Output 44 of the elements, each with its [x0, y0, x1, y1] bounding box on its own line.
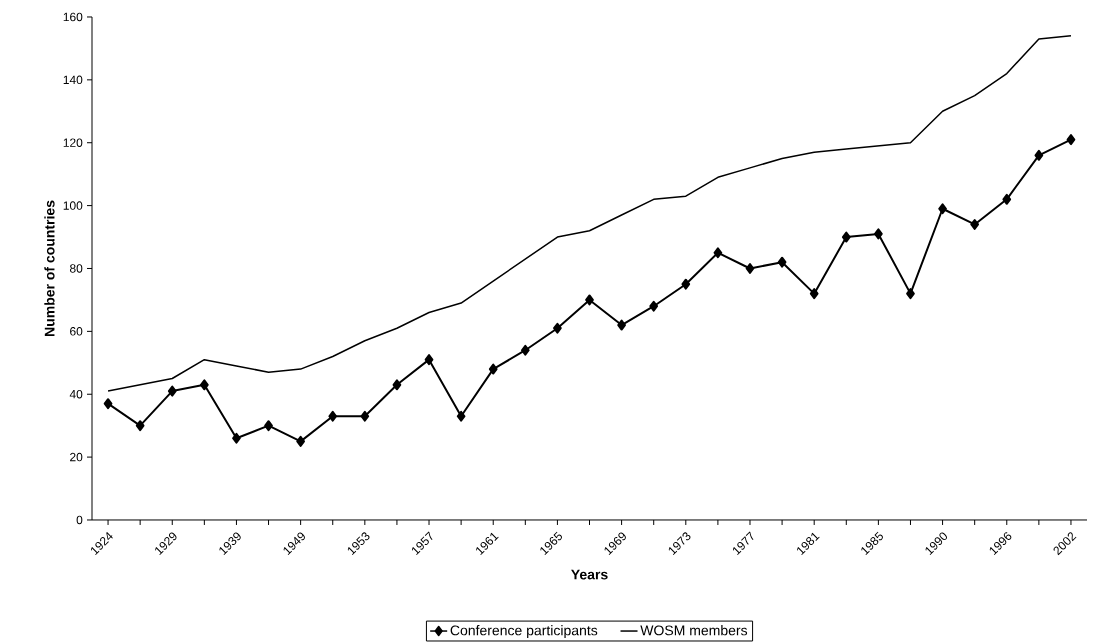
point — [1002, 193, 1012, 205]
legend-label: WOSM members — [640, 625, 748, 636]
point — [745, 263, 755, 274]
point — [360, 410, 370, 422]
point — [264, 420, 273, 432]
point — [328, 410, 338, 422]
y-tick-label: 140 — [63, 75, 83, 85]
point — [681, 278, 691, 290]
y-tick-label: 20 — [70, 452, 83, 462]
point — [617, 319, 626, 331]
point — [777, 256, 787, 268]
point — [649, 300, 659, 312]
point — [1066, 134, 1076, 146]
point — [103, 398, 113, 410]
point — [424, 354, 434, 366]
point — [456, 410, 466, 422]
point — [938, 203, 947, 215]
y-tick-label: 60 — [70, 327, 83, 336]
point — [841, 231, 851, 243]
point — [520, 344, 530, 356]
x-axis-title: Years — [571, 569, 608, 580]
y-axis-title: Number of countries — [44, 200, 55, 336]
y-tick-label: 100 — [63, 201, 83, 210]
point — [392, 379, 402, 391]
point — [167, 385, 177, 397]
point — [232, 432, 241, 444]
point — [713, 247, 723, 259]
point — [199, 379, 209, 391]
point — [585, 294, 594, 306]
point — [488, 363, 498, 375]
y-tick-label: 120 — [63, 138, 83, 147]
point — [296, 435, 305, 447]
y-tick-label: 80 — [69, 264, 83, 273]
legend-label: Conference participants — [450, 625, 598, 639]
y-tick-label: 0 — [76, 515, 83, 525]
point — [874, 228, 883, 240]
point — [135, 420, 145, 432]
y-tick-label: 40 — [69, 389, 83, 399]
point — [906, 288, 915, 300]
point — [809, 288, 819, 300]
y-tick-label: 160 — [63, 12, 83, 22]
point — [970, 218, 980, 230]
point — [1034, 149, 1044, 161]
point — [553, 322, 562, 334]
